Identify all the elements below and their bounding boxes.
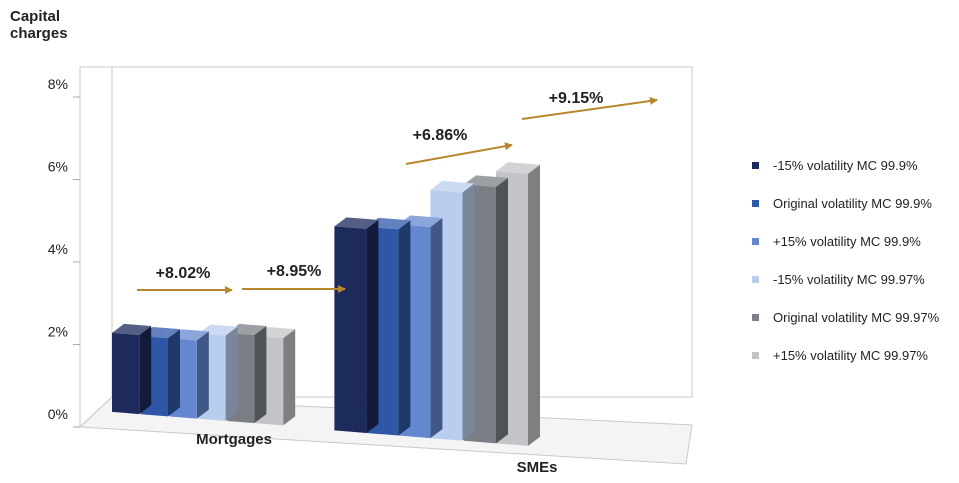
legend: -15% volatility MC 99.9% Original volatil… — [752, 152, 952, 381]
legend-label: -15% volatility MC 99.97% — [773, 272, 925, 288]
bar-side — [366, 219, 379, 433]
bar-side — [139, 325, 152, 415]
y-tick-label: 2% — [48, 324, 68, 340]
legend-item: -15% volatility MC 99.97% — [752, 267, 952, 293]
bar-side — [528, 164, 540, 446]
legend-item: Original volatility MC 99.9% — [752, 190, 952, 216]
legend-label: Original volatility MC 99.9% — [773, 195, 932, 211]
bar-side — [254, 325, 267, 424]
legend-swatch — [752, 161, 759, 169]
legend-swatch — [752, 352, 759, 360]
bar-side — [283, 329, 296, 426]
annotation-label: +8.02% — [156, 265, 211, 282]
legend-swatch — [752, 276, 759, 284]
y-axis-title: Capital charges — [10, 8, 68, 42]
annotation-label: +6.86% — [413, 127, 468, 144]
bar-side — [496, 177, 508, 444]
bar-side — [430, 218, 443, 439]
legend-label: +15% volatility MC 99.9% — [773, 233, 921, 249]
bar-front — [334, 226, 367, 433]
legend-swatch — [752, 237, 759, 245]
legend-item: +15% volatility MC 99.97% — [752, 343, 952, 369]
bar-top — [496, 162, 540, 174]
bar-side — [168, 329, 180, 417]
x-tick-label: Mortgages — [196, 431, 272, 448]
legend-item: +15% volatility MC 99.9% — [752, 228, 952, 254]
legend-swatch — [752, 314, 759, 322]
legend-item: -15% volatility MC 99.9% — [752, 152, 952, 178]
y-tick-label: 8% — [48, 76, 68, 92]
y-tick-label: 6% — [48, 159, 68, 175]
legend-label: -15% volatility MC 99.9% — [773, 157, 918, 173]
annotation-arrow — [521, 97, 658, 120]
legend-swatch — [752, 199, 759, 207]
annotation-arrow — [405, 142, 513, 165]
bar-front — [112, 332, 140, 415]
annotation-label: +9.15% — [549, 90, 604, 107]
legend-label: +15% volatility MC 99.97% — [773, 348, 928, 364]
bar-side — [196, 331, 209, 419]
annotation-label: +8.95% — [267, 263, 322, 280]
side-wall — [79, 66, 113, 429]
bar-smes-0 — [334, 217, 379, 433]
bar-mortgages-0 — [112, 323, 152, 415]
y-tick-label: 0% — [48, 406, 68, 422]
legend-label: Original volatility MC 99.97% — [773, 310, 940, 326]
y-tick-label: 4% — [48, 241, 68, 257]
x-tick-label: SMEs — [517, 459, 558, 476]
bar-side — [398, 220, 411, 436]
bar-side — [225, 326, 238, 421]
bar-top — [464, 175, 508, 187]
bar-top — [430, 180, 475, 193]
bar-top — [334, 217, 379, 229]
bar-top — [112, 323, 152, 335]
legend-item: Original volatility MC 99.97% — [752, 305, 952, 331]
bar-side — [462, 183, 475, 441]
